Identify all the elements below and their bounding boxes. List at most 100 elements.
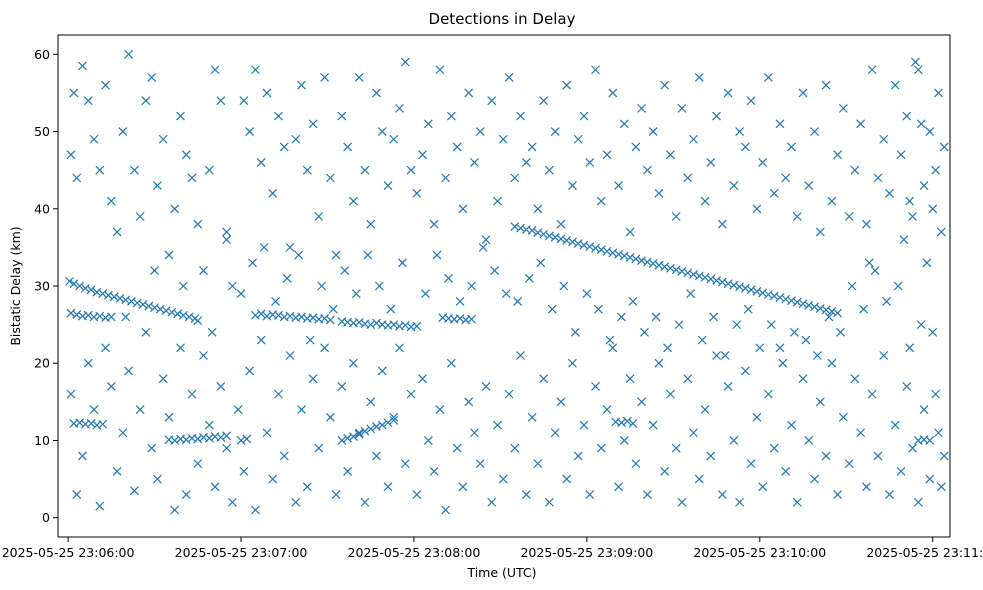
data-point-marker (66, 389, 76, 399)
data-point-marker (885, 490, 894, 499)
data-point-marker (155, 304, 165, 314)
data-point-marker (216, 432, 226, 442)
data-point-marker (568, 358, 577, 368)
data-point-marker (516, 223, 525, 233)
data-point-marker (804, 181, 814, 191)
data-point-marker (619, 436, 629, 445)
data-point-marker (242, 434, 252, 444)
data-point-marker (112, 466, 122, 476)
data-point-marker (317, 281, 327, 291)
data-point-marker (435, 65, 445, 75)
data-point-marker (129, 165, 139, 175)
data-point-marker (274, 111, 283, 121)
data-point-marker (207, 327, 217, 337)
data-point-marker (654, 358, 664, 368)
data-point-marker (556, 234, 566, 244)
data-point-marker (320, 73, 330, 82)
data-point-marker (614, 482, 623, 492)
data-point-marker (740, 283, 750, 293)
data-point-marker (291, 497, 301, 507)
data-point-marker (78, 61, 87, 71)
data-point-marker (132, 298, 142, 308)
data-point-marker (740, 366, 750, 376)
data-point-marker (297, 312, 306, 322)
data-point-marker (314, 443, 324, 453)
data-point-marker (844, 212, 854, 221)
data-point-marker (259, 242, 269, 252)
data-point-marker (723, 381, 733, 391)
data-point-marker (666, 150, 675, 160)
data-point-marker (838, 412, 848, 422)
data-point-marker (95, 501, 105, 511)
data-point-marker (833, 308, 843, 318)
data-point-marker (654, 260, 664, 270)
data-point-marker (308, 119, 318, 129)
data-point-marker (86, 419, 96, 428)
data-point-marker (787, 420, 796, 430)
data-point-marker (383, 482, 393, 492)
data-point-marker (89, 405, 99, 414)
data-point-marker (769, 188, 779, 198)
data-point-marker (106, 312, 116, 322)
data-point-marker (815, 303, 825, 313)
data-point-marker (870, 266, 880, 275)
data-point-marker (723, 88, 733, 98)
y-tick-label: 40 (34, 201, 50, 216)
data-point-marker (199, 351, 208, 360)
data-point-marker (83, 358, 93, 368)
data-point-marker (432, 250, 442, 260)
data-point-marker (314, 212, 324, 221)
data-point-marker (98, 419, 108, 429)
data-point-marker (735, 127, 745, 136)
data-point-marker (360, 165, 370, 175)
data-point-marker (95, 311, 105, 321)
data-point-marker (521, 158, 531, 167)
data-point-marker (389, 415, 399, 425)
data-point-marker (539, 374, 549, 384)
data-point-marker (478, 242, 488, 252)
data-point-marker (712, 111, 721, 121)
data-point-marker (204, 420, 214, 430)
data-point-marker (700, 273, 710, 282)
data-point-marker (706, 274, 716, 284)
y-tick-label: 60 (34, 47, 50, 62)
data-point-marker (640, 327, 649, 337)
data-point-marker (138, 300, 148, 309)
x-tick-label: 2025-05-25 23:08:00 (348, 545, 481, 560)
data-point-marker (524, 273, 534, 283)
data-point-marker (279, 142, 289, 152)
data-point-marker (516, 351, 525, 360)
data-point-marker (354, 428, 364, 438)
data-point-marker (256, 158, 266, 167)
data-point-marker (452, 142, 462, 152)
data-point-marker (320, 343, 330, 353)
data-point-marker (406, 165, 416, 175)
data-point-marker (513, 297, 523, 306)
data-point-marker (83, 96, 93, 106)
data-point-marker (792, 497, 802, 507)
data-point-marker (470, 158, 479, 167)
data-point-marker (893, 281, 903, 291)
data-point-marker (446, 358, 456, 368)
data-point-marker (694, 474, 704, 484)
data-point-marker (475, 127, 485, 136)
data-point-marker (617, 312, 626, 322)
data-point-marker (331, 490, 341, 499)
data-point-marker (885, 188, 894, 198)
x-tick-label: 2025-05-25 23:06:00 (2, 545, 135, 560)
data-point-marker (144, 301, 154, 311)
x-tick-label: 2025-05-25 23:09:00 (520, 545, 653, 560)
data-point-marker (905, 196, 915, 206)
data-point-marker (717, 490, 727, 499)
y-tick-label: 0 (42, 510, 50, 525)
data-point-marker (882, 297, 892, 306)
data-point-marker (72, 490, 82, 499)
x-tick-label: 2025-05-25 23:11:00 (866, 545, 983, 560)
data-point-marker (697, 335, 707, 345)
data-point-marker (579, 420, 589, 430)
data-point-marker (617, 418, 626, 428)
data-point-marker (625, 227, 635, 237)
data-point-marker (536, 258, 546, 268)
data-point-marker (121, 312, 131, 322)
data-point-marker (706, 451, 716, 461)
